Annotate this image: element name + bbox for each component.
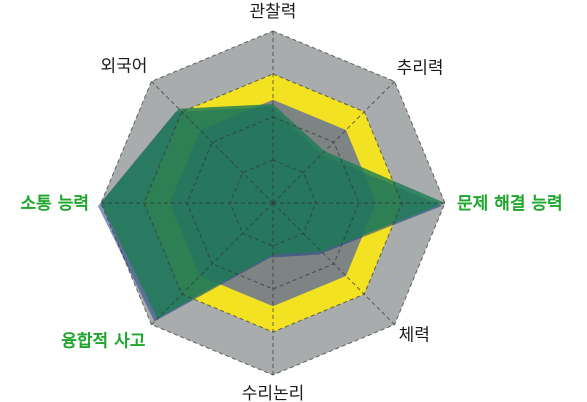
grid-spoke-1 (272, 81, 395, 204)
grid-spoke-5 (151, 202, 274, 325)
axis-label-6: 소통 능력 (21, 194, 89, 214)
axis-label-4: 수리논리 (242, 384, 305, 402)
radar-grid (100, 30, 446, 376)
grid-ring-2 (186, 116, 360, 290)
axis-label-2: 문제 해결 능력 (457, 194, 563, 214)
grid-ring-1 (229, 159, 317, 247)
axis-label-5: 융합적 사고 (61, 331, 145, 352)
axis-label-1: 추리력 (397, 58, 444, 78)
axis-label-7: 외국어 (100, 56, 147, 76)
axis-label-3: 체력 (399, 326, 430, 346)
grid-spoke-7 (151, 81, 274, 204)
grid-spoke-3 (272, 202, 395, 325)
axis-label-0: 관찰력 (250, 2, 297, 22)
